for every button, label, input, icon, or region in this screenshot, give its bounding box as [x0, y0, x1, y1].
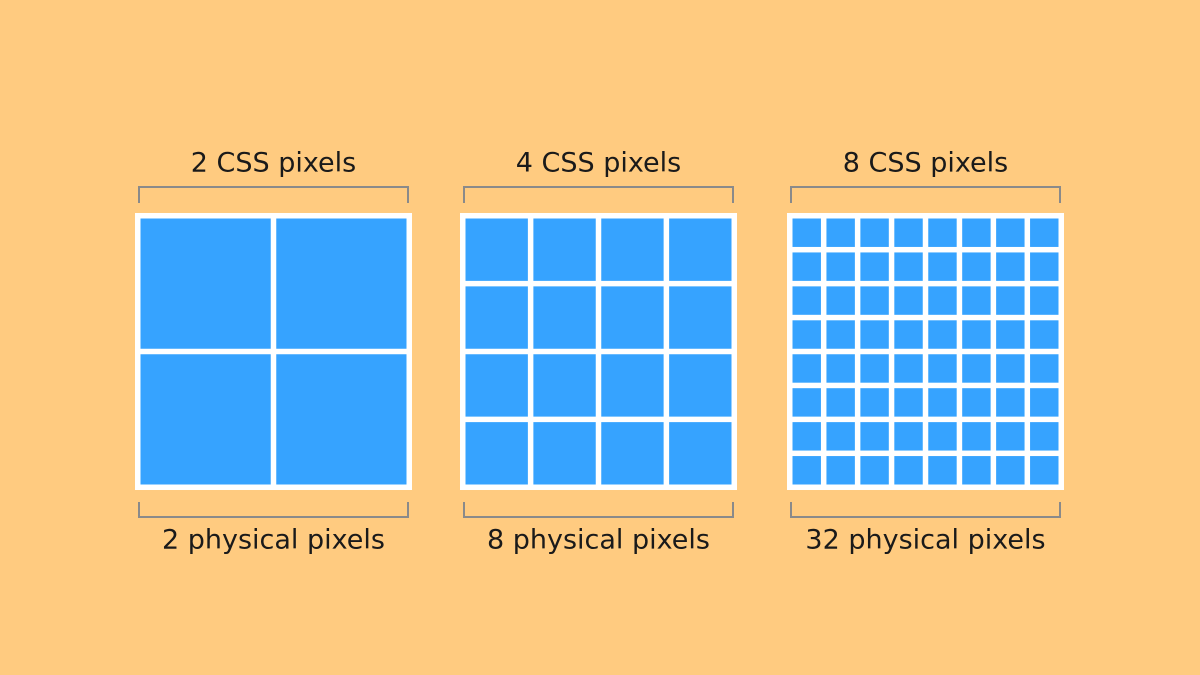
pixel-cell [465, 422, 528, 485]
pixel-cell [140, 218, 271, 349]
top-bracket [463, 186, 734, 203]
pixel-cell [669, 354, 732, 417]
pixel-cell [1030, 456, 1059, 485]
pixel-cell [962, 320, 991, 349]
pixel-cell [928, 422, 957, 451]
top-label: 8 CSS pixels [843, 148, 1008, 179]
pixel-cell [894, 354, 923, 383]
pixel-cell [860, 456, 889, 485]
pixel-cell [860, 388, 889, 417]
pixel-cell [826, 218, 855, 247]
pixel-cell [996, 218, 1025, 247]
pixel-cell [1030, 354, 1059, 383]
pixel-cell [962, 252, 991, 281]
pixel-cell [669, 218, 732, 281]
pixel-cell [996, 252, 1025, 281]
pixel-cell [996, 388, 1025, 417]
pixel-cell [140, 354, 271, 485]
bottom-label: 8 physical pixels [487, 525, 710, 556]
pixel-cell [669, 286, 732, 349]
pixel-cell [962, 354, 991, 383]
pixel-cell [826, 252, 855, 281]
pixel-cell [826, 456, 855, 485]
pixel-cell [826, 286, 855, 315]
pixel-cell [894, 456, 923, 485]
pixel-cell [533, 422, 596, 485]
pixel-cell [792, 388, 821, 417]
bottom-label: 32 physical pixels [805, 525, 1045, 556]
pixel-cell [928, 286, 957, 315]
pixel-cell [860, 320, 889, 349]
pixel-cell [826, 320, 855, 349]
pixel-cell [792, 354, 821, 383]
pixel-cell [533, 218, 596, 281]
pixel-cell [792, 252, 821, 281]
pixel-cell [792, 320, 821, 349]
pixel-cell [601, 422, 664, 485]
pixel-cell [996, 286, 1025, 315]
pixel-cell [860, 286, 889, 315]
top-bracket [138, 186, 409, 203]
pixel-cell [996, 320, 1025, 349]
pixel-cell [601, 286, 664, 349]
bottom-bracket [138, 502, 409, 518]
pixel-cell [962, 456, 991, 485]
pixel-cell [894, 286, 923, 315]
pixel-cell [860, 218, 889, 247]
pixel-cell [996, 422, 1025, 451]
pixel-cell [826, 422, 855, 451]
pixel-cell [826, 388, 855, 417]
pixel-cell [962, 218, 991, 247]
pixel-cell [465, 218, 528, 281]
pixel-cell [928, 252, 957, 281]
pixel-cell [962, 286, 991, 315]
pixel-cell [928, 388, 957, 417]
pixel-cell [962, 422, 991, 451]
pixel-cell [276, 218, 407, 349]
pixel-cell [860, 422, 889, 451]
pixel-cell [894, 252, 923, 281]
pixel-cell [894, 320, 923, 349]
pixel-cell [601, 354, 664, 417]
pixel-cell [669, 422, 732, 485]
bottom-bracket [463, 502, 734, 518]
pixel-cell [792, 218, 821, 247]
pixel-cell [601, 218, 664, 281]
pixel-cell [996, 456, 1025, 485]
pixel-cell [962, 388, 991, 417]
top-label: 4 CSS pixels [516, 148, 681, 179]
pixel-cell [928, 218, 957, 247]
pixel-cell [928, 354, 957, 383]
pixel-cell [1030, 422, 1059, 451]
pixel-cell [928, 320, 957, 349]
pixel-cell [996, 354, 1025, 383]
pixel-cell [465, 354, 528, 417]
pixel-cell [1030, 218, 1059, 247]
pixel-cell [894, 218, 923, 247]
pixel-cell [533, 286, 596, 349]
pixel-cell [533, 354, 596, 417]
pixel-cell [276, 354, 407, 485]
pixel-cell [1030, 388, 1059, 417]
bottom-bracket [790, 502, 1061, 518]
pixel-cell [1030, 320, 1059, 349]
pixel-cell [860, 252, 889, 281]
pixel-cell [792, 422, 821, 451]
pixel-cell [860, 354, 889, 383]
pixel-cell [1030, 252, 1059, 281]
pixel-cell [792, 286, 821, 315]
top-label: 2 CSS pixels [191, 148, 356, 179]
pixel-cell [894, 422, 923, 451]
pixel-cell [894, 388, 923, 417]
pixel-cell [826, 354, 855, 383]
bottom-label: 2 physical pixels [162, 525, 385, 556]
pixel-cell [928, 456, 957, 485]
pixel-cell [1030, 286, 1059, 315]
top-bracket [790, 186, 1061, 203]
pixel-cell [465, 286, 528, 349]
pixel-cell [792, 456, 821, 485]
